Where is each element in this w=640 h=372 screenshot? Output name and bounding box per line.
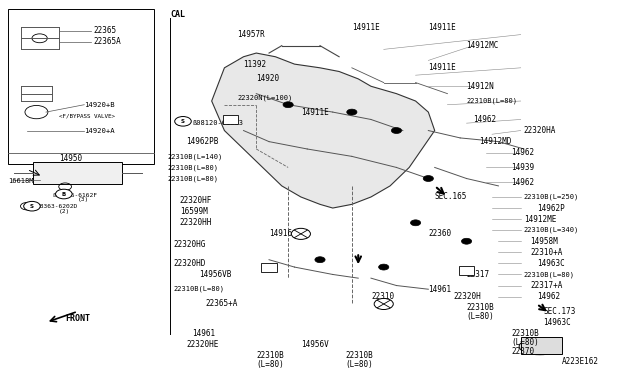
Text: FRONT: FRONT [65,314,90,323]
Text: 14920+B: 14920+B [84,102,115,108]
Text: 22310B(L=140): 22310B(L=140) [167,153,222,160]
Text: 14957R: 14957R [237,30,265,39]
Text: 22310B: 22310B [511,329,539,338]
Text: 22317: 22317 [467,270,490,279]
Circle shape [24,201,40,211]
Circle shape [291,228,310,240]
Text: 22320N(L=100): 22320N(L=100) [237,94,292,100]
Bar [223,115,239,124]
Text: 22310+A: 22310+A [531,248,563,257]
Text: 14911E: 14911E [428,23,456,32]
Text: 14958M: 14958M [531,237,558,246]
Text: (L=80): (L=80) [346,360,373,369]
Text: 14920+A: 14920+A [84,128,115,134]
Text: SEC.165: SEC.165 [435,192,467,202]
Text: 16618M: 16618M [8,178,33,184]
Bar [8,9,154,164]
Text: 14962: 14962 [473,115,496,124]
Text: 22365+A: 22365+A [205,299,237,308]
Text: 22317+A: 22317+A [531,281,563,290]
Text: 22320HG: 22320HG [173,240,206,250]
Circle shape [347,109,357,115]
Text: SEC.173: SEC.173 [543,307,575,316]
Text: (L=80): (L=80) [511,338,539,347]
Text: 22320HH: 22320HH [180,218,212,227]
Text: (L=80): (L=80) [256,360,284,369]
Text: 14956V: 14956V [301,340,328,349]
Text: 14911E: 14911E [428,63,456,72]
Text: 22320HD: 22320HD [173,259,206,268]
Text: 14961: 14961 [193,329,216,338]
Bar [33,162,122,184]
Text: 14916: 14916 [269,230,292,238]
Ellipse shape [519,338,561,355]
Circle shape [56,189,72,199]
Text: 14911E: 14911E [301,108,328,116]
Text: 22310B(L=250): 22310B(L=250) [524,194,579,200]
Text: 14950: 14950 [59,154,82,163]
Circle shape [175,116,191,126]
Circle shape [423,176,433,182]
Text: 22365: 22365 [94,26,117,35]
Text: S: S [30,204,34,209]
Text: 22310: 22310 [371,292,394,301]
Text: 22370: 22370 [511,347,534,356]
Text: 14912MC: 14912MC [467,41,499,50]
Text: 11392: 11392 [244,60,267,68]
Text: 14939: 14939 [511,163,534,172]
Circle shape [283,102,293,108]
Text: 14963C: 14963C [543,318,571,327]
Text: 14962P: 14962P [537,203,564,212]
Text: 22310B: 22310B [346,351,373,360]
Text: 22365A: 22365A [94,38,122,46]
Text: 22320HF: 22320HF [180,196,212,205]
Bar [521,337,562,354]
Text: 16599M: 16599M [180,207,207,216]
Text: CAL: CAL [170,10,185,19]
Text: 14912ME: 14912ME [524,215,556,224]
Text: 22360: 22360 [428,230,451,238]
Text: 08363-6202D: 08363-6202D [36,205,77,209]
Text: 14963C: 14963C [537,259,564,268]
Text: 22320HE: 22320HE [186,340,218,349]
Text: B: B [61,192,66,196]
Text: ß08156-6162F: ß08156-6162F [52,193,97,198]
Text: 14962: 14962 [537,292,560,301]
Text: <F/BYPASS VALVE>: <F/BYPASS VALVE> [59,113,115,118]
Text: 14911E: 14911E [352,23,380,32]
Text: S: S [181,119,185,124]
Text: (3): (3) [78,198,89,202]
Text: 14961: 14961 [428,285,451,294]
Text: 22310B(L=80): 22310B(L=80) [167,175,218,182]
Text: 22310B(L=80): 22310B(L=80) [173,286,225,292]
Circle shape [374,298,394,310]
Circle shape [392,128,401,134]
Circle shape [379,264,389,270]
Polygon shape [212,53,435,208]
Text: 22310B(L=80): 22310B(L=80) [167,164,218,171]
Text: (L=80): (L=80) [467,312,494,321]
Text: ß08120-61633: ß08120-61633 [193,120,244,126]
Bar [459,266,474,275]
Text: 22320HA: 22320HA [524,126,556,135]
Text: A223E162: A223E162 [562,357,599,366]
Bar [261,263,276,272]
Circle shape [461,238,472,244]
Text: 14962PB: 14962PB [186,137,218,146]
Text: 14912MD: 14912MD [479,137,512,146]
Text: 22310B: 22310B [467,303,494,312]
Text: 22320H: 22320H [454,292,481,301]
Text: 22310B(L=80): 22310B(L=80) [467,98,518,104]
Text: 14956VB: 14956VB [199,270,231,279]
Circle shape [410,220,420,226]
Text: (2): (2) [59,209,70,214]
Circle shape [315,257,325,263]
Text: 22310B(L=80): 22310B(L=80) [524,271,575,278]
Text: 22310B: 22310B [256,351,284,360]
Text: 14920: 14920 [256,74,280,83]
Text: 14962: 14962 [511,178,534,187]
Text: 14962: 14962 [511,148,534,157]
Text: 14912N: 14912N [467,82,494,91]
Text: 22310B(L=340): 22310B(L=340) [524,227,579,234]
